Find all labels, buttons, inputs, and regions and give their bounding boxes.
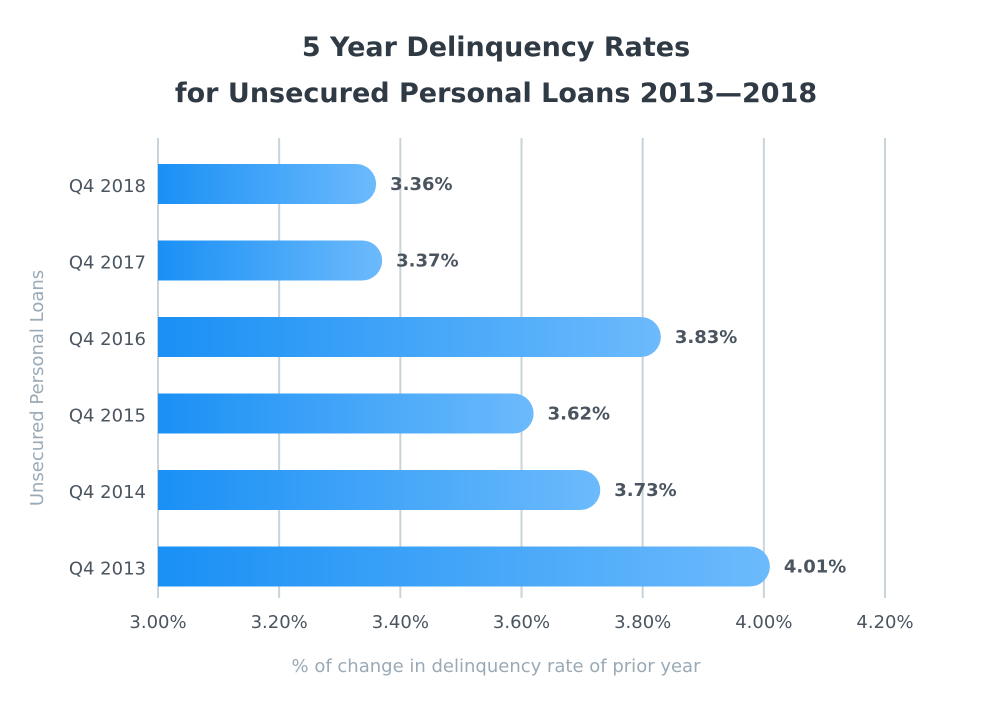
x-tick-labels: 3.00% 3.20% 3.40% 3.60% 3.80% 4.00% 4.20% xyxy=(129,612,913,633)
bars xyxy=(158,164,770,587)
data-label: 3.83% xyxy=(675,327,737,348)
data-labels: 3.36% 3.37% 3.83% 3.62% 3.73% 4.01% xyxy=(390,174,846,578)
bar xyxy=(158,240,383,281)
x-tick-label: 3.20% xyxy=(251,612,308,633)
data-label: 3.37% xyxy=(396,251,458,272)
category-labels: Q4 2018 Q4 2017 Q4 2016 Q4 2015 Q4 2014 Q4 20… xyxy=(69,176,146,580)
x-tick-label: 4.00% xyxy=(735,612,792,633)
gridlines xyxy=(157,138,886,598)
data-label: 3.36% xyxy=(390,174,452,195)
x-tick-label: 3.40% xyxy=(372,612,429,633)
chart-title-line-2: for Unsecured Personal Loans 2013—2018 xyxy=(174,78,818,109)
x-axis-label: % of change in delinquency rate of prior… xyxy=(292,656,702,677)
x-tick-label: 3.60% xyxy=(493,612,550,633)
x-tick-label: 3.00% xyxy=(129,612,186,633)
bar xyxy=(158,164,377,204)
chart-title-line-1: 5 Year Delinquency Rates xyxy=(301,32,691,63)
category-label: Q4 2014 xyxy=(69,482,146,503)
category-label: Q4 2016 xyxy=(69,329,146,350)
bar xyxy=(158,317,661,357)
data-label: 3.62% xyxy=(548,404,610,425)
data-label: 4.01% xyxy=(784,557,846,578)
x-tick-label: 4.20% xyxy=(856,612,913,633)
category-label: Q4 2013 xyxy=(69,559,146,580)
category-label: Q4 2015 xyxy=(69,406,146,427)
y-axis-label: Unsecured Personal Loans xyxy=(27,270,48,506)
data-label: 3.73% xyxy=(614,480,676,501)
category-label: Q4 2017 xyxy=(69,253,146,274)
x-tick-label: 3.80% xyxy=(614,612,671,633)
bar xyxy=(158,393,534,434)
category-label: Q4 2018 xyxy=(69,176,146,197)
bar xyxy=(158,546,770,587)
bar xyxy=(158,470,601,510)
